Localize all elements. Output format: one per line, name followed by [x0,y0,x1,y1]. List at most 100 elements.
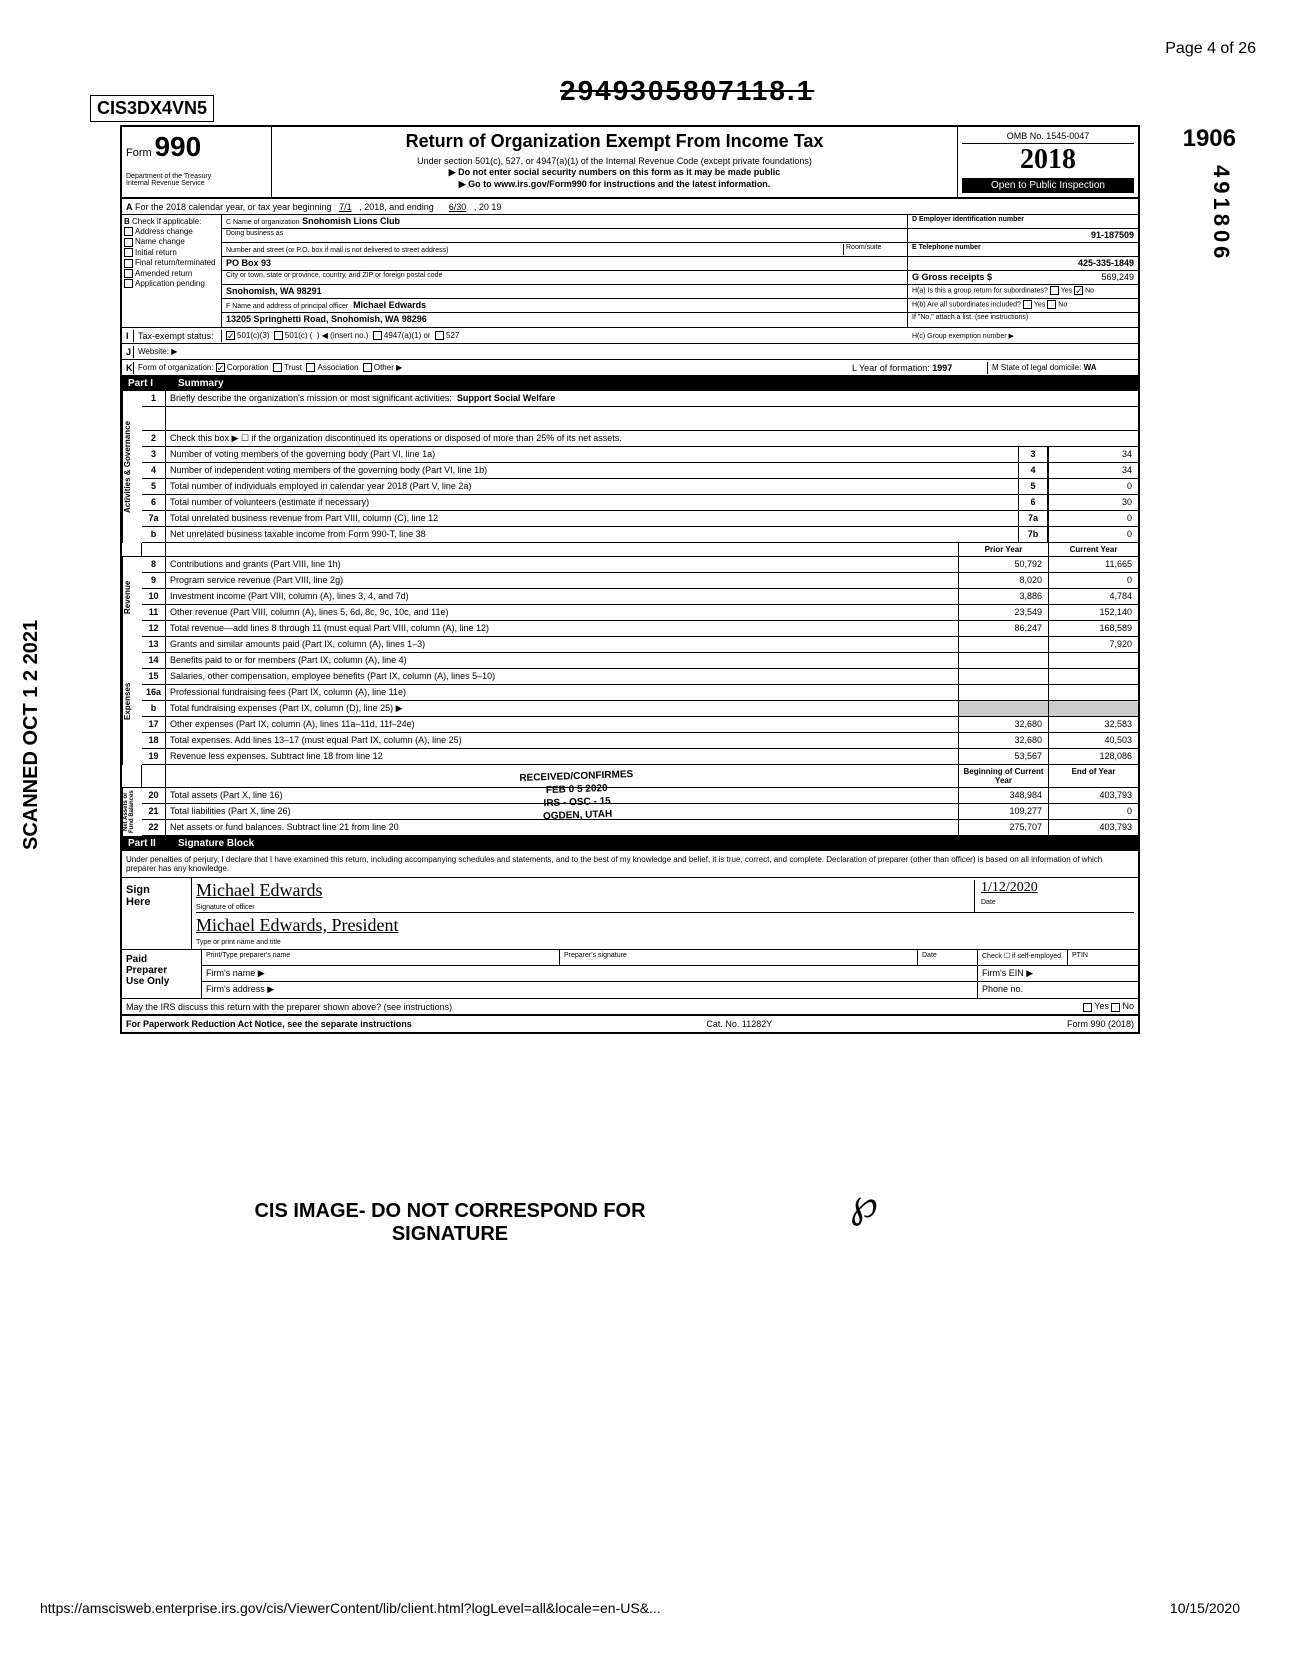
section-bcde: B Check if applicable: Address change Na… [122,215,1138,328]
may-irs-row: May the IRS discuss this return with the… [122,999,1138,1015]
page-number: Page 4 of 26 [1165,40,1256,58]
l2-n: 2 [142,431,166,446]
ch2-begin: Beginning of Current Year [958,765,1048,787]
line-a: A For the 2018 calendar year, or tax yea… [122,199,1138,215]
scanned-stamp: SCANNED OCT 1 2 2021 [20,620,43,850]
l10-n: 10 [142,589,166,604]
l11-c: 152,140 [1048,605,1138,620]
k-opt1: Trust [284,363,302,372]
l13-p [958,637,1048,652]
governance-group: Activities & Governance 1 Briefly describ… [122,391,1138,543]
header-sub2: ▶ Do not enter social security numbers o… [276,167,953,178]
l7b-desc: Net unrelated business taxable income fr… [166,527,1018,542]
initial-mark: ℘ [850,1180,878,1227]
sig-title: Michael Edwards, President [196,915,398,935]
l11-desc: Other revenue (Part VIII, column (A), li… [166,605,958,620]
paid-label: Paid Preparer Use Only [122,950,202,998]
part2-label: Part II [128,838,178,849]
line-a-endyear: , 20 19 [474,202,502,212]
vert-governance: Activities & Governance [122,391,142,543]
l22-p: 275,707 [958,820,1048,835]
line-j: J Website: ▶ [122,344,1138,360]
form-header: Form 990 Department of the Treasury Inte… [122,127,1138,199]
l8-n: 8 [142,557,166,572]
l20-c: 403,793 [1048,788,1138,803]
received-stamp: RECEIVED/CONFIRMES FEB 0 5 2020 IRS - OS… [519,768,635,824]
sig-label2: Type or print name and title [196,939,281,946]
l15-c [1048,669,1138,684]
part1-label: Part I [128,378,178,389]
l1-desc: Briefly describe the organization's miss… [170,393,452,403]
vert-netassets: Net Assets or Fund Balances [122,788,142,836]
c-name-label: C Name of organization [226,219,300,226]
firm-name: Firm's name ▶ [202,966,978,981]
l15-n: 15 [142,669,166,684]
sig-label1: Signature of officer [196,904,255,911]
l3-val: 34 [1048,447,1138,462]
l12-n: 12 [142,621,166,636]
vert-expenses: Expenses [122,637,142,765]
l4-box: 4 [1018,463,1048,478]
i-c3: ) ◀ (insert no.) [317,331,369,340]
b-opt-1: Name change [135,237,185,246]
line-k: K Form of organization: Corporation Trus… [122,360,1138,376]
l13-c: 7,920 [1048,637,1138,652]
l20-p: 348,984 [958,788,1048,803]
l21-p: 109,277 [958,804,1048,819]
l16a-desc: Professional fundraising fees (Part IX, … [166,685,958,700]
b-header: Check if applicable: [132,217,201,226]
c-addr: PO Box 93 [226,258,271,268]
l4-n: 4 [142,463,166,478]
l20-n: 20 [142,788,166,803]
l19-n: 19 [142,749,166,764]
g-label: G Gross receipts $ [912,272,992,282]
l7b-box: 7b [1018,527,1048,542]
prep-name-label: Print/Type preparer's name [202,950,560,965]
date-label: Date [981,899,996,906]
l14-n: 14 [142,653,166,668]
c-city: Snohomish, WA 98291 [226,286,322,296]
l18-desc: Total expenses. Add lines 13–17 (must eq… [166,733,958,748]
k-state-label: M State of legal domicile: [992,363,1081,372]
prep-sig-label: Preparer's signature [560,950,918,965]
l12-c: 168,589 [1048,621,1138,636]
header-sub3: ▶ Go to www.irs.gov/Form990 for instruct… [276,179,953,190]
expenses-group: Expenses 13Grants and similar amounts pa… [122,637,1138,765]
l13-desc: Grants and similar amounts paid (Part IX… [166,637,958,652]
i-c5: 527 [446,331,459,340]
signature: Michael Edwards [196,880,322,900]
l18-c: 40,503 [1048,733,1138,748]
footer-right: Form 990 (2018) [1067,1019,1134,1029]
return-proc-code: 491806 [1208,165,1234,262]
phone-label: Phone no. [978,982,1138,998]
cis-code: CIS3DX4VN5 [90,95,214,122]
col-headers: Prior Year Current Year [122,543,1138,557]
l13-n: 13 [142,637,166,652]
footer-url: https://amscisweb.enterprise.irs.gov/cis… [40,1600,1240,1616]
l1-val: Support Social Welfare [457,393,555,403]
l1-n: 1 [142,391,166,406]
footer-row: For Paperwork Reduction Act Notice, see … [122,1015,1138,1032]
g-value: 569,249 [1101,272,1134,282]
k-year-label: L Year of formation: [852,363,930,373]
sign-here-row: Sign Here Michael EdwardsSignature of of… [122,878,1138,950]
l15-p [958,669,1048,684]
k-opt2: Association [317,363,358,372]
dln-number: 2949305807118.1 [560,75,814,107]
l11-n: 11 [142,605,166,620]
sig-date: 1/12/2020 [981,880,1038,895]
l18-p: 32,680 [958,733,1048,748]
l9-n: 9 [142,573,166,588]
l6-desc: Total number of volunteers (estimate if … [166,495,1018,510]
l3-n: 3 [142,447,166,462]
c-room-label: Room/suite [843,244,903,255]
l14-c [1048,653,1138,668]
l21-c: 0 [1048,804,1138,819]
c-principal-label: F Name and address of principal officer [226,303,348,310]
l5-box: 5 [1018,479,1048,494]
line-a-begin: 7/1 [339,202,352,212]
ptin-label: PTIN [1068,950,1138,965]
line-a-text: For the 2018 calendar year, or tax year … [135,202,332,212]
l12-p: 86,247 [958,621,1048,636]
l9-p: 8,020 [958,573,1048,588]
